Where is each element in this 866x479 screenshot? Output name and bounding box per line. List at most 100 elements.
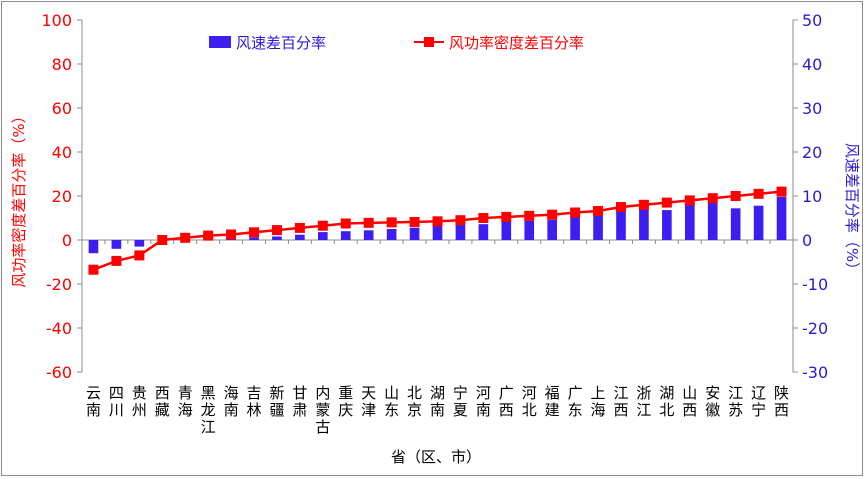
- bar-江西: [616, 204, 626, 240]
- bar-天津: [363, 230, 374, 240]
- bar-广西: [501, 221, 512, 240]
- bar-河北: [524, 220, 535, 240]
- bar-宁夏: [455, 225, 466, 240]
- line-marker-河南: [478, 213, 489, 223]
- bar-辽宁: [753, 205, 764, 240]
- bar-山东: [386, 229, 397, 240]
- category-label: 安徽: [705, 384, 720, 419]
- y-axis-right-title: 风速差百分率（%）: [843, 143, 861, 277]
- line-marker-甘肃: [294, 222, 305, 233]
- line-marker-安徽: [707, 193, 718, 204]
- bar-福建: [547, 219, 557, 240]
- category-label: 甘肃: [292, 384, 307, 419]
- legend-bar-label: 风速差百分率: [236, 34, 326, 52]
- line-marker-山东: [386, 217, 397, 228]
- category-label: 新疆: [269, 384, 284, 419]
- line-marker-河北: [524, 210, 535, 221]
- category-label: 黑龙江: [201, 384, 216, 436]
- line-marker-内蒙古: [317, 220, 328, 231]
- y-left-tick-label: 80: [52, 55, 72, 74]
- category-label: 贵州: [132, 384, 147, 419]
- line-marker-湖北: [661, 197, 672, 208]
- bar-新疆: [272, 236, 282, 240]
- category-label: 广西: [499, 384, 514, 419]
- category-label: 天津: [361, 384, 376, 419]
- line-marker-山西: [684, 195, 695, 206]
- category-label: 四川: [109, 384, 124, 419]
- legend-line-swatch-marker: [424, 37, 434, 47]
- line-marker-江苏: [730, 191, 741, 201]
- line-marker-重庆: [340, 218, 351, 229]
- bar-甘肃: [295, 234, 305, 240]
- y-left-tick-label: 20: [52, 187, 72, 206]
- bar-内蒙古: [318, 232, 328, 240]
- line-marker-贵州: [134, 250, 145, 261]
- bar-四川: [111, 240, 122, 249]
- y-left-tick-label: 0: [62, 231, 72, 250]
- line-marker-浙江: [638, 199, 649, 210]
- y-left-tick-label: 100: [41, 11, 72, 30]
- x-axis-title: 省（区、市）: [391, 448, 481, 466]
- line-marker-新疆: [271, 225, 282, 236]
- legend-bar-swatch: [209, 36, 231, 48]
- category-label: 云南: [86, 384, 101, 419]
- category-label: 上海: [591, 384, 606, 419]
- y-left-tick-label: -60: [46, 363, 72, 382]
- line-marker-黑龙江: [203, 230, 214, 241]
- line-marker-青海: [180, 232, 191, 243]
- bar-贵州: [134, 240, 145, 247]
- category-label: 山东: [384, 384, 399, 419]
- bar-广东: [570, 215, 580, 240]
- category-label: 内蒙古: [315, 384, 330, 436]
- line-marker-吉林: [249, 227, 260, 238]
- y-axis-left-title: 风功率密度差百分率（%）: [10, 108, 28, 287]
- line-marker-北京: [409, 216, 420, 227]
- bar-上海: [593, 213, 603, 240]
- category-label: 宁夏: [453, 384, 468, 419]
- y-right-tick-label: 30: [802, 99, 822, 118]
- bar-陕西: [776, 196, 787, 240]
- y-right-tick-label: 50: [802, 11, 822, 30]
- category-label: 北京: [407, 384, 422, 419]
- category-label: 湖南: [430, 384, 445, 419]
- category-label: 湖北: [659, 384, 674, 419]
- category-label: 河北: [522, 384, 537, 419]
- category-label: 河南: [476, 384, 491, 419]
- bar-河南: [478, 224, 489, 240]
- bar-云南: [88, 240, 99, 254]
- line-marker-西藏: [157, 235, 168, 245]
- y-left-tick-label: -20: [46, 275, 72, 294]
- bar-山西: [684, 203, 695, 240]
- bar-安徽: [707, 202, 718, 240]
- bar-北京: [409, 227, 420, 240]
- line-marker-湖南: [432, 216, 443, 227]
- bar-湖南: [432, 225, 443, 240]
- line-marker-海南: [226, 229, 237, 240]
- category-label: 西藏: [155, 384, 170, 419]
- y-left-tick-label: 60: [52, 99, 72, 118]
- category-label: 吉林: [247, 384, 262, 419]
- line-marker-上海: [593, 205, 604, 216]
- line-marker-宁夏: [455, 215, 466, 226]
- category-label: 江西: [613, 384, 628, 419]
- bar-浙江: [639, 209, 649, 240]
- y-right-tick-label: 20: [802, 143, 822, 162]
- y-left-tick-label: -40: [46, 319, 72, 338]
- y-right-tick-label: -30: [802, 363, 828, 382]
- line-marker-云南: [88, 264, 99, 275]
- category-label: 陕西: [774, 384, 789, 419]
- y-right-tick-label: 0: [802, 231, 812, 250]
- line-marker-陕西: [776, 186, 787, 197]
- y-right-tick-label: 10: [802, 187, 822, 206]
- y-left-tick-label: 40: [52, 143, 72, 162]
- y-right-tick-label: -20: [802, 319, 828, 338]
- category-label: 海南: [224, 384, 239, 419]
- y-right-tick-label: -10: [802, 275, 828, 294]
- category-label: 山西: [682, 384, 697, 419]
- line-marker-福建: [547, 209, 558, 220]
- legend-line-label: 风功率密度差百分率: [449, 34, 584, 52]
- category-label: 浙江: [636, 384, 651, 419]
- line-marker-辽宁: [753, 188, 764, 199]
